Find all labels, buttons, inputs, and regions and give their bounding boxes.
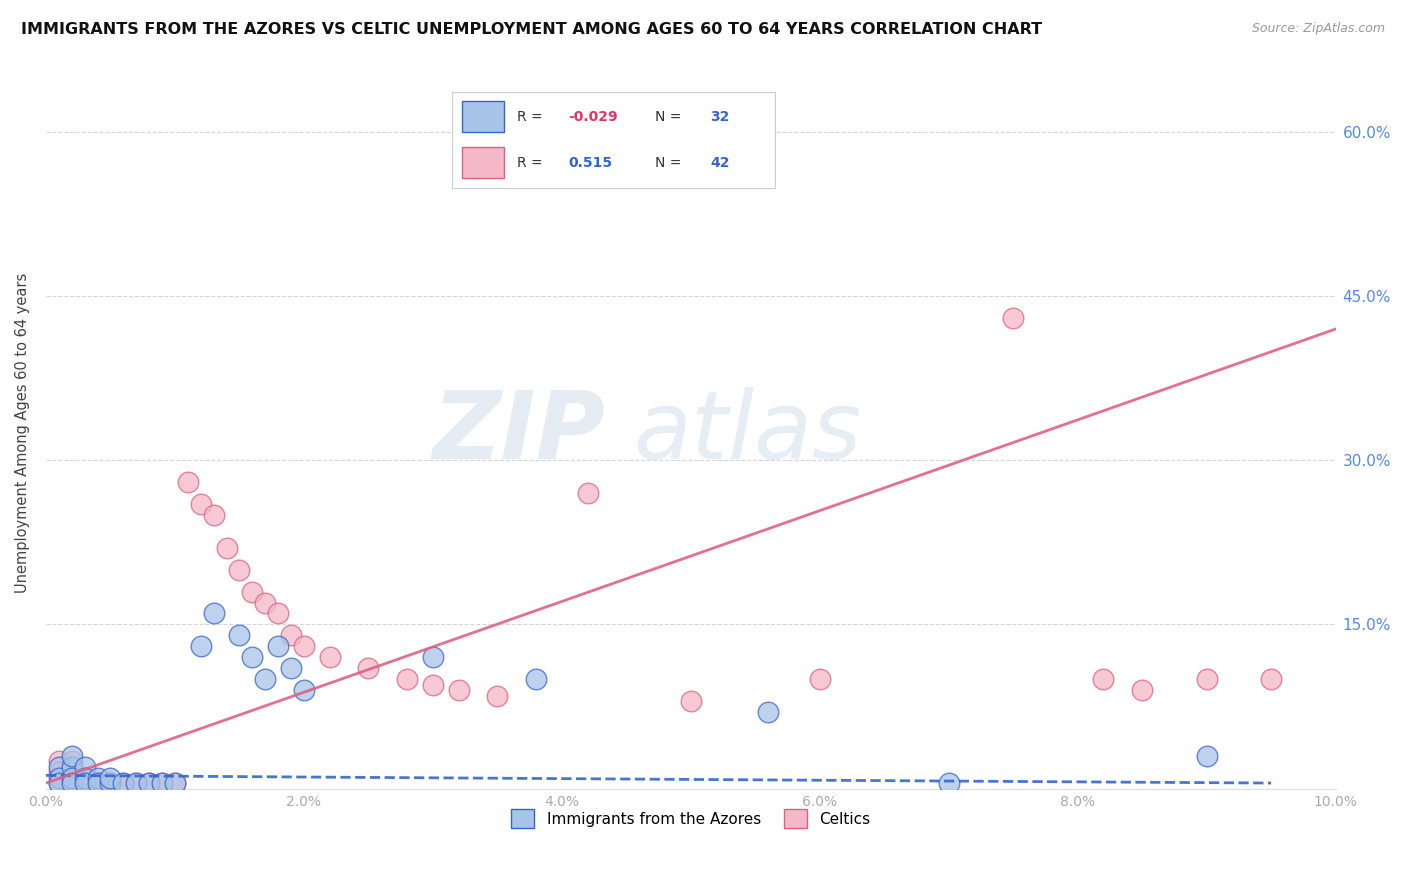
Point — [60, 771, 83, 785]
Point — [163, 776, 186, 790]
Text: ZIP: ZIP — [433, 387, 606, 479]
Point — [396, 672, 419, 686]
Point — [48, 754, 70, 768]
Point — [267, 607, 290, 621]
Point — [422, 650, 444, 665]
Point — [267, 640, 290, 654]
Point — [486, 689, 509, 703]
Point — [100, 776, 122, 790]
Point — [756, 705, 779, 719]
Point — [422, 677, 444, 691]
Point — [86, 776, 108, 790]
Point — [60, 771, 83, 785]
Point — [938, 776, 960, 790]
Point — [1092, 672, 1115, 686]
Point — [228, 563, 250, 577]
Y-axis label: Unemployment Among Ages 60 to 64 years: Unemployment Among Ages 60 to 64 years — [15, 273, 30, 593]
Point — [86, 771, 108, 785]
Point — [73, 776, 96, 790]
Point — [48, 771, 70, 785]
Point — [60, 776, 83, 790]
Point — [48, 776, 70, 790]
Point — [318, 650, 340, 665]
Point — [215, 541, 238, 555]
Point — [150, 776, 173, 790]
Point — [240, 650, 263, 665]
Point — [679, 694, 702, 708]
Point — [524, 672, 547, 686]
Text: IMMIGRANTS FROM THE AZORES VS CELTIC UNEMPLOYMENT AMONG AGES 60 TO 64 YEARS CORR: IMMIGRANTS FROM THE AZORES VS CELTIC UNE… — [21, 22, 1042, 37]
Point — [1002, 311, 1025, 326]
Point — [100, 776, 122, 790]
Point — [60, 759, 83, 773]
Point — [447, 683, 470, 698]
Point — [202, 508, 225, 522]
Point — [73, 771, 96, 785]
Point — [60, 748, 83, 763]
Point — [292, 640, 315, 654]
Point — [100, 776, 122, 790]
Point — [280, 628, 302, 642]
Point — [357, 661, 380, 675]
Point — [48, 765, 70, 780]
Point — [86, 776, 108, 790]
Point — [190, 497, 212, 511]
Point — [48, 776, 70, 790]
Text: atlas: atlas — [633, 387, 860, 478]
Point — [1195, 748, 1218, 763]
Point — [576, 486, 599, 500]
Point — [112, 776, 135, 790]
Point — [125, 776, 148, 790]
Point — [177, 475, 200, 490]
Point — [100, 771, 122, 785]
Legend: Immigrants from the Azores, Celtics: Immigrants from the Azores, Celtics — [505, 804, 876, 834]
Point — [292, 683, 315, 698]
Point — [280, 661, 302, 675]
Point — [125, 776, 148, 790]
Point — [73, 759, 96, 773]
Point — [1260, 672, 1282, 686]
Point — [86, 776, 108, 790]
Point — [1195, 672, 1218, 686]
Point — [163, 776, 186, 790]
Point — [254, 596, 277, 610]
Point — [808, 672, 831, 686]
Point — [150, 776, 173, 790]
Point — [1130, 683, 1153, 698]
Point — [138, 776, 160, 790]
Text: Source: ZipAtlas.com: Source: ZipAtlas.com — [1251, 22, 1385, 36]
Point — [112, 776, 135, 790]
Point — [138, 776, 160, 790]
Point — [73, 776, 96, 790]
Point — [240, 584, 263, 599]
Point — [202, 607, 225, 621]
Point — [228, 628, 250, 642]
Point — [60, 754, 83, 768]
Point — [254, 672, 277, 686]
Point — [73, 771, 96, 785]
Point — [190, 640, 212, 654]
Point — [48, 759, 70, 773]
Point — [73, 776, 96, 790]
Point — [60, 776, 83, 790]
